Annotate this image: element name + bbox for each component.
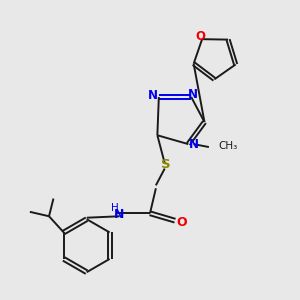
- Text: N: N: [189, 138, 199, 151]
- Text: O: O: [176, 216, 187, 229]
- Text: CH₃: CH₃: [218, 141, 238, 151]
- Text: N: N: [188, 88, 198, 100]
- Text: N: N: [114, 208, 124, 221]
- Text: S: S: [161, 158, 171, 171]
- Text: O: O: [196, 30, 206, 43]
- Text: N: N: [148, 89, 158, 102]
- Text: H: H: [111, 203, 119, 213]
